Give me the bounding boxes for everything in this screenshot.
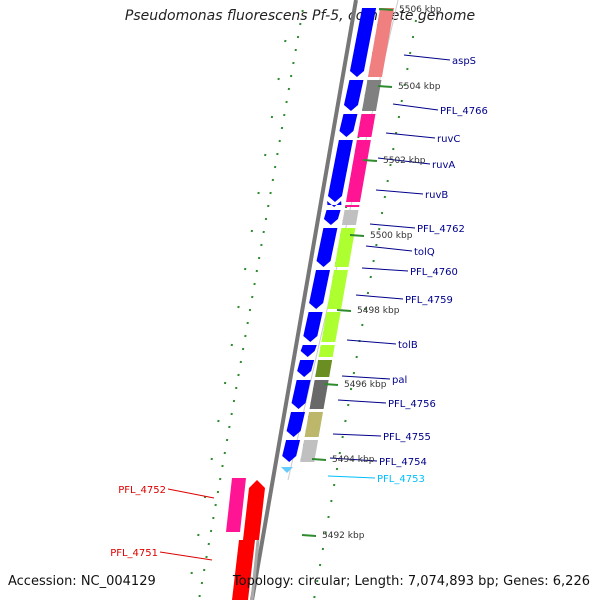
cog-block[interactable] [315,360,333,377]
label-leader [392,103,439,111]
topology-summary: Topology: circular; Length: 7,074,893 bp… [232,574,590,589]
cds-arrow[interactable] [327,201,342,207]
label-leader [403,54,451,61]
gene-label[interactable]: ruvC [437,134,460,145]
cds-arrow[interactable] [339,114,358,137]
cds-arrow[interactable] [327,140,353,202]
gene-label[interactable]: ruvB [425,190,448,201]
position-tick [349,234,365,237]
position-tick [362,159,378,162]
cds-arrow[interactable] [291,380,311,409]
gene-label[interactable]: PFL_4759 [405,295,453,306]
label-leader [329,457,378,462]
cog-block[interactable] [367,8,395,77]
gene-label[interactable]: PFL_4762 [417,224,465,235]
position-marker-label: 5492 kbp [322,531,365,541]
position-marker-label: 5506 kbp [399,5,442,15]
cog-block[interactable] [321,312,341,342]
position-marker-label: 5494 kbp [332,455,375,465]
gene-label[interactable]: tolB [398,340,418,351]
gene-label[interactable]: PFL_4754 [379,457,427,468]
cds-reverse[interactable] [226,478,246,532]
position-tick [378,8,394,11]
cog-block[interactable] [309,380,329,409]
cog-block[interactable] [361,80,382,111]
label-leader [159,551,213,561]
cog-block[interactable] [341,210,359,225]
gene-label[interactable]: aspS [452,56,476,67]
label-leader [346,339,397,345]
position-marker-label: 5504 kbp [398,82,441,92]
position-marker-label: 5496 kbp [344,380,387,390]
cds-arrow[interactable] [349,8,377,77]
position-tick [301,534,317,537]
gene-label[interactable]: PFL_4756 [388,399,436,410]
position-tick [311,458,327,461]
gene-label[interactable]: PFL_4751 [110,548,158,559]
cds-arrow[interactable] [282,440,301,462]
selected-marker[interactable] [281,467,293,473]
label-leader [369,223,416,229]
cog-block[interactable] [304,412,324,437]
label-leader [332,433,382,437]
cds-arrow[interactable] [286,412,306,437]
label-leader [355,294,404,300]
position-tick [323,383,339,386]
accession-text: Accession: NC_004129 [8,574,156,589]
label-leader [167,488,215,499]
cds-reverse[interactable] [232,540,255,600]
position-marker-label: 5498 kbp [357,306,400,316]
cds-arrow[interactable] [343,80,364,111]
cds-arrow[interactable] [297,360,315,377]
gene-label[interactable]: ruvA [432,160,455,171]
gene-label[interactable]: PFL_4753 [377,474,425,485]
cds-arrow[interactable] [300,345,317,357]
cog-block[interactable] [357,114,376,137]
cog-block[interactable] [327,270,348,309]
gene-label[interactable]: PFL_4752 [118,485,166,496]
label-leader [375,189,424,195]
cog-block[interactable] [300,440,319,462]
position-tick [336,309,352,312]
cds-reverse[interactable] [243,480,265,540]
gene-label[interactable]: tolQ [414,247,435,258]
cog-block[interactable] [334,228,356,267]
label-leader [337,399,387,404]
gene-label[interactable]: PFL_4766 [440,106,488,117]
position-marker-label: 5502 kbp [383,156,426,166]
cds-arrow[interactable] [303,312,323,342]
label-leader [365,245,413,252]
cog-block[interactable] [345,205,360,207]
cds-arrow[interactable] [316,228,338,267]
cog-block[interactable] [345,140,371,202]
label-leader [361,267,409,272]
gene-label[interactable]: PFL_4755 [383,432,431,443]
position-marker-label: 5500 kbp [370,231,413,241]
position-tick [377,85,393,88]
label-leader [341,375,391,380]
cog-block[interactable] [318,345,335,357]
label-leader [327,475,376,479]
cds-arrow[interactable] [323,210,341,225]
backbone-line [250,0,358,600]
label-leader [377,157,431,165]
cds-arrow[interactable] [309,270,330,309]
backbone-line [250,539,260,600]
gene-label[interactable]: pal [392,375,407,386]
gene-label[interactable]: PFL_4760 [410,267,458,278]
label-leader [385,132,436,139]
